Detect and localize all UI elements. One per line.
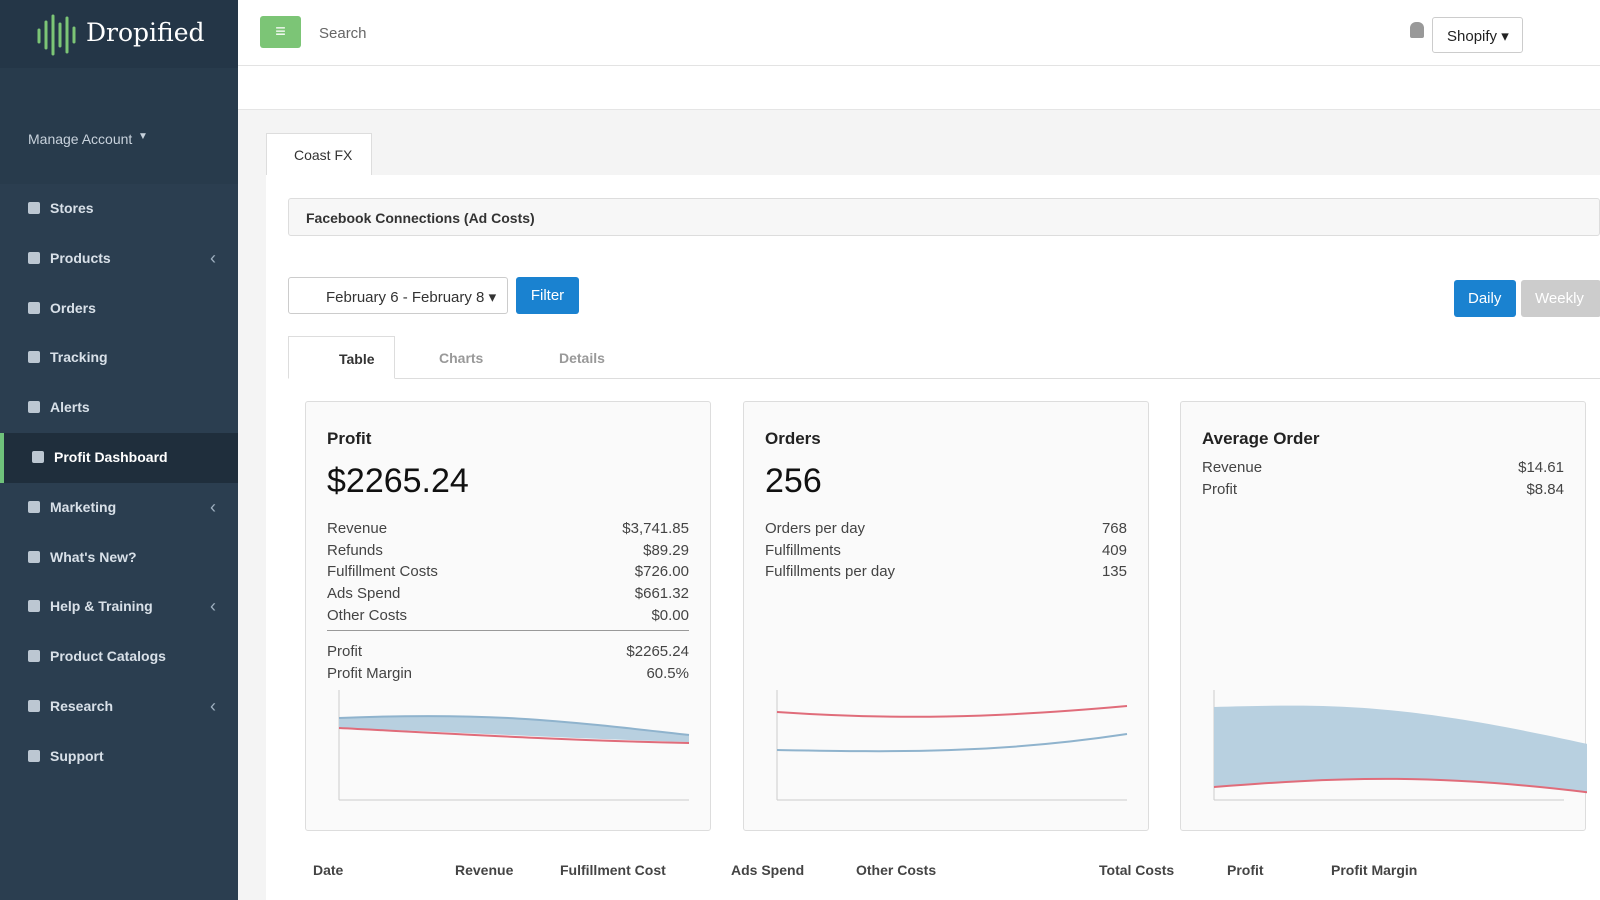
view-tab[interactable]: Details (559, 350, 605, 366)
column-header[interactable]: Total Costs (1099, 862, 1175, 878)
view-tabs: Table Charts Details (288, 336, 688, 379)
menu-item[interactable]: Stores (0, 184, 238, 234)
menu-icon (28, 500, 40, 513)
topbar: ≡ Search Shopify ▾ (238, 0, 1600, 66)
menu-item[interactable]: What's New? (0, 533, 238, 583)
menu-label: What's New? (50, 548, 137, 565)
menu-label: Stores (50, 200, 94, 216)
menu-icon (28, 600, 40, 613)
menu-label: Help & Training (50, 598, 153, 615)
menu-icon (28, 301, 40, 314)
menu-icon (28, 650, 40, 663)
store-name: Shopify (1447, 28, 1498, 45)
column-header[interactable]: Ads Spend (731, 862, 805, 878)
menu-item[interactable]: Tracking (0, 333, 238, 383)
menu-item[interactable]: Alerts (0, 383, 238, 433)
logo: Dropified (0, 0, 238, 68)
view-tab[interactable]: Charts (439, 350, 484, 366)
manage-account[interactable]: Manage Account (28, 131, 133, 147)
menu-icon (28, 351, 40, 364)
menu-item[interactable]: Profit Dashboard (0, 433, 238, 483)
menu-label: Tracking (50, 349, 108, 366)
date-text: February 6 - February 8 (326, 289, 485, 306)
menu-icon (28, 700, 40, 712)
menu-icon (32, 451, 44, 463)
menu-toggle[interactable]: ≡ (260, 16, 301, 48)
menu-item[interactable]: Help & Training ‹ (0, 582, 238, 632)
menu-icon (28, 550, 40, 563)
period-group: Daily Weekly (1454, 280, 1600, 317)
column-header[interactable]: Revenue (455, 862, 514, 878)
submenu-arrow: ‹ (210, 696, 216, 716)
menu-label: Research (50, 698, 114, 714)
submenu-arrow: ‹ (210, 496, 216, 517)
menu-item[interactable]: Support (0, 732, 238, 782)
date-range[interactable]: February 6 - February 8 ▾ (288, 277, 508, 314)
view-tab[interactable]: Table (288, 336, 395, 379)
menu-label: Product Catalogs (50, 648, 166, 665)
menu: Stores Products ‹ Orders Tracking Alerts Profi… (0, 184, 238, 784)
submenu-arrow: ‹ (210, 247, 216, 268)
menu-item[interactable]: Orders (0, 284, 238, 334)
tab-rule (288, 378, 1600, 379)
menu-item[interactable]: Marketing ‹ (0, 483, 238, 533)
brand: Dropified (86, 18, 205, 47)
caret: ▼ (138, 131, 148, 142)
menu-item[interactable]: Research ‹ (0, 682, 238, 732)
sidebar: Dropified Manage Account ▼ Stores Product… (0, 0, 238, 900)
notification-icon[interactable] (1410, 22, 1424, 38)
column-header[interactable]: Fulfillment Cost (560, 862, 666, 878)
menu-label: Products (50, 249, 111, 266)
filter-button[interactable]: Filter (516, 277, 579, 314)
menu-label: Alerts (50, 399, 90, 416)
section-header[interactable]: Facebook Connections (Ad Costs) (288, 198, 1600, 236)
menu-icon (28, 749, 40, 762)
column-header[interactable]: Date (313, 862, 344, 878)
menu-icon (28, 202, 40, 214)
menu-label: Orders (50, 299, 96, 316)
menu-label: Profit Dashboard (54, 449, 168, 465)
store-tab[interactable]: Coast FX (266, 133, 372, 176)
menu-label: Marketing (50, 498, 117, 515)
menu-label: Support (50, 747, 104, 764)
menu-item[interactable]: Products ‹ (0, 234, 238, 284)
store-select[interactable]: Shopify ▾ (1432, 17, 1523, 53)
account-box: Manage Account ▼ (0, 68, 238, 184)
logo-icon (37, 14, 76, 56)
submenu-arrow: ‹ (210, 596, 216, 617)
subbar (238, 66, 1600, 110)
search[interactable]: Search (319, 25, 367, 42)
column-header[interactable]: Profit Margin (1331, 862, 1418, 878)
column-header[interactable]: Profit (1227, 862, 1264, 878)
period-button[interactable]: Daily (1454, 280, 1516, 317)
menu-item[interactable]: Product Catalogs (0, 632, 238, 682)
menu-icon (28, 401, 40, 414)
period-button[interactable]: Weekly (1521, 280, 1600, 317)
menu-icon (28, 251, 40, 264)
column-header[interactable]: Other Costs (856, 862, 937, 878)
